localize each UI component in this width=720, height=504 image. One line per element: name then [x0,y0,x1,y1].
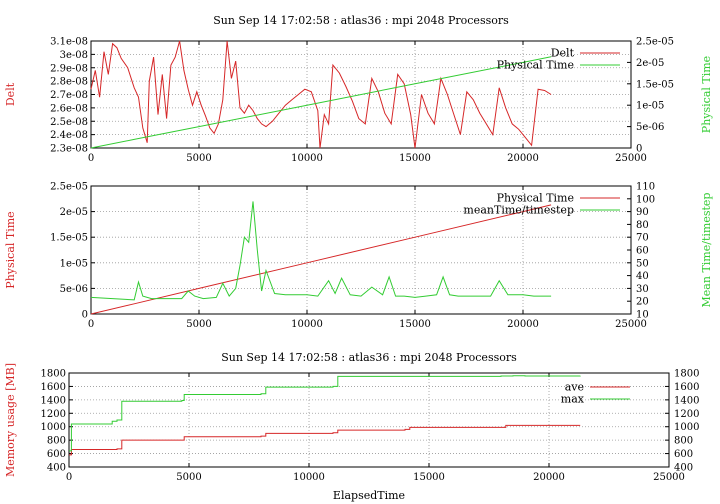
y-tick-label: 2.5e-08 [50,117,88,128]
x-tick-label: 25000 [615,319,647,330]
chart-title: Sun Sep 14 17:02:58 : atlas36 : mpi 2048… [221,351,517,364]
x-tick-label: 15000 [413,472,445,483]
y-tick-label: 2.4e-08 [50,130,88,141]
y2-tick-label: 2.5e-05 [636,37,674,48]
y2-tick-label: 1000 [674,422,699,433]
x-tick-label: 10000 [293,472,325,483]
legend-label: Physical Time [497,192,574,205]
y-tick-label: 3e-08 [60,50,88,61]
y-axis-label: Memory usage [MB] [4,363,17,477]
y-tick-label: 2.5e-05 [50,182,88,193]
y-tick-label: 2.3e-08 [50,144,88,155]
x-tick-label: 10000 [291,153,323,164]
legend-label: Physical Time [497,59,574,72]
y2-tick-label: 1e-05 [636,101,664,112]
y-axis-label: Physical Time [4,211,17,288]
series-line-physical-time [90,56,552,149]
y-tick-label: 1800 [41,369,66,380]
y2-tick-label: 100 [636,194,655,205]
legend-label: meanTime/timestep [463,204,574,217]
y2-tick-label: 50 [636,258,649,269]
y-axis-label: Delt [4,82,17,106]
y2-axis-label: Mean Time/timestep [700,193,713,308]
x-tick-label: 0 [88,153,94,164]
y-tick-label: 1000 [41,422,66,433]
x-tick-label: 15000 [399,153,431,164]
y2-tick-label: 60 [636,246,649,257]
y-tick-label: 2.8e-08 [50,77,88,88]
x-tick-label: 0 [66,472,72,483]
x-tick-label: 20000 [507,153,539,164]
y-tick-label: 2.6e-08 [50,103,88,114]
y2-tick-label: 1800 [674,369,699,380]
y-tick-label: 5e-06 [60,284,88,295]
y2-tick-label: 800 [674,436,693,447]
series-line-meantime-timestep [90,201,552,301]
x-tick-label: 20000 [507,319,539,330]
y2-tick-label: 5e-06 [636,122,664,133]
y2-tick-label: 1.5e-05 [636,79,674,90]
y2-tick-label: 2e-05 [636,58,664,69]
x-tick-label: 25000 [615,153,647,164]
y2-tick-label: 80 [636,220,649,231]
x-tick-label: 10000 [291,319,323,330]
y-tick-label: 800 [47,436,66,447]
x-tick-label: 5000 [186,153,211,164]
y-tick-label: 400 [47,463,66,474]
y2-tick-label: 40 [636,271,649,282]
series-line-max [69,375,581,452]
y2-tick-label: 110 [636,182,655,193]
y-tick-label: 1e-05 [60,258,88,269]
y2-tick-label: 400 [674,463,693,474]
y2-axis-label: Physical Time [700,56,713,133]
y-tick-label: 0 [82,310,88,321]
y2-tick-label: 1600 [674,382,699,393]
y2-tick-label: 600 [674,449,693,460]
series-line-ave [69,424,581,456]
y-tick-label: 3.1e-08 [50,37,88,48]
chart-panel-1: 0 5000 10000 15000 20000 25000 2.3e-08 2.4e-08 2… [4,14,713,164]
y2-tick-label: 0 [636,144,642,155]
legend-label: ave [565,381,584,394]
y-tick-label: 1.5e-05 [50,233,88,244]
x-tick-label: 5000 [186,319,211,330]
x-tick-label: 15000 [399,319,431,330]
legend-label: max [561,393,585,406]
x-tick-label: 20000 [533,472,565,483]
y2-tick-label: 90 [636,207,649,218]
x-tick-label: 25000 [653,472,685,483]
y-tick-label: 1200 [41,409,66,420]
legend-label: Delt [551,47,575,60]
y-tick-label: 600 [47,449,66,460]
y2-tick-label: 1400 [674,395,699,406]
x-axis-label: ElapsedTime [333,489,405,502]
y-tick-label: 2e-05 [60,207,88,218]
y-tick-label: 2.9e-08 [50,63,88,74]
x-tick-label: 0 [88,319,94,330]
y2-tick-label: 1200 [674,409,699,420]
y-tick-label: 2.7e-08 [50,90,88,101]
x-tick-label: 5000 [176,472,201,483]
chart-panel-2: 0 5000 10000 15000 20000 25000 0 5e-06 1e-05 1.5e… [4,182,713,331]
series-line-physical-time [90,204,552,315]
y2-tick-label: 20 [636,297,649,308]
y2-tick-label: 70 [636,233,649,244]
chart-panel-3: 0 5000 10000 15000 20000 25000400600800100012… [4,351,699,502]
y2-tick-label: 30 [636,284,649,295]
chart-title: Sun Sep 14 17:02:58 : atlas36 : mpi 2048… [213,14,509,27]
series-line-delt [90,40,552,149]
y-tick-label: 1400 [41,395,66,406]
plot-frame [68,372,670,468]
y-tick-label: 1600 [41,382,66,393]
y2-tick-label: 10 [636,310,649,321]
